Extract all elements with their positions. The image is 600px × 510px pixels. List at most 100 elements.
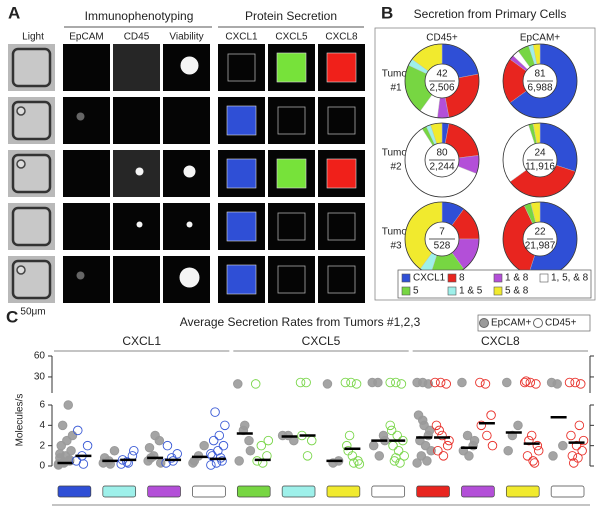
secretion-signal [276,52,307,83]
tile [318,97,365,144]
donut-count: 22 [534,227,546,238]
data-point [162,440,173,451]
donut-total: 2,506 [429,83,454,94]
data-point [513,420,523,431]
data-point [391,453,401,463]
data-point [532,440,543,451]
data-point [462,430,473,441]
data-point [519,377,530,388]
data-point [503,446,513,456]
data-point [464,451,474,461]
group-swatch [461,485,495,498]
tile [113,256,160,303]
data-point [220,420,230,431]
secretion-signal [326,52,357,83]
tile [113,44,160,91]
legend-swatch [447,286,457,296]
tile [268,97,315,144]
tile [163,97,210,144]
data-point [529,458,540,468]
group-swatch [281,485,316,498]
group-label: Immunophenotyping [85,9,194,23]
section-label: CXCL1 [122,334,161,348]
data-point [531,379,541,389]
panel-frame [374,27,596,301]
data-point [430,377,440,388]
cell-signal [76,112,85,121]
well-outline [277,265,306,294]
tile [113,203,160,250]
data-point [73,425,83,436]
y-tick-label: 60 [34,351,46,362]
column-label: Viability [169,32,203,43]
data-point [234,456,244,466]
data-point [66,446,76,456]
column-label: EpCAM+ [520,33,560,44]
data-point [199,440,209,451]
y-tick-label: 2 [39,440,45,451]
data-point [438,451,449,461]
panel-label: B [381,3,393,22]
data-point [525,377,536,388]
data-point [307,435,317,446]
legend-label: 5 [413,286,419,297]
data-point [426,446,436,456]
data-point [302,451,313,461]
data-point [240,420,250,431]
data-point [386,425,397,436]
group-label: Protein Secretion [245,9,337,23]
cell-signal [179,267,200,288]
data-point [392,430,402,441]
data-point [524,435,534,446]
microwell [11,206,52,247]
data-point [434,425,445,436]
y-tick-label: 6 [39,400,45,411]
data-point [250,379,261,389]
data-point [412,458,422,468]
tile [63,150,110,197]
column-label: CXCL5 [275,32,308,43]
y-axis-label: Molecules/s [15,394,26,447]
cell [16,106,26,116]
data-point [570,377,580,388]
data-point [431,420,442,431]
chart-title: Secretion from Primary Cells [414,7,567,21]
cell-signal [136,221,143,228]
well-outline [327,212,356,241]
legend-marker [533,318,543,328]
data-point [577,446,587,456]
data-point [469,435,480,446]
tile [113,97,160,144]
cell-signal [76,271,85,280]
data-point [435,377,446,388]
data-point [245,446,256,456]
data-point [393,446,404,456]
data-point [206,449,216,459]
tile [268,256,315,303]
donut-outline [404,122,480,198]
y-tick-label: 4 [39,420,45,431]
data-point [385,420,395,431]
donut-count: 24 [534,148,546,159]
data-point [552,379,562,389]
data-point [155,458,166,468]
data-point [63,400,74,410]
data-point [374,451,385,461]
data-point [354,459,365,469]
data-point [475,377,485,388]
legend-label: CXCL1 [413,273,446,284]
donut-total: 21,987 [525,241,556,252]
row-label: #3 [390,241,402,252]
data-point [486,410,496,420]
cell-signal [183,165,196,178]
legend-swatch [493,273,503,283]
data-point [442,440,453,451]
well-outline [327,265,356,294]
data-point [351,379,362,389]
group-swatch [102,485,137,498]
row-label: #1 [390,83,402,94]
section-label: CXCL8 [481,334,520,348]
data-point [82,440,93,451]
tile [218,44,265,91]
